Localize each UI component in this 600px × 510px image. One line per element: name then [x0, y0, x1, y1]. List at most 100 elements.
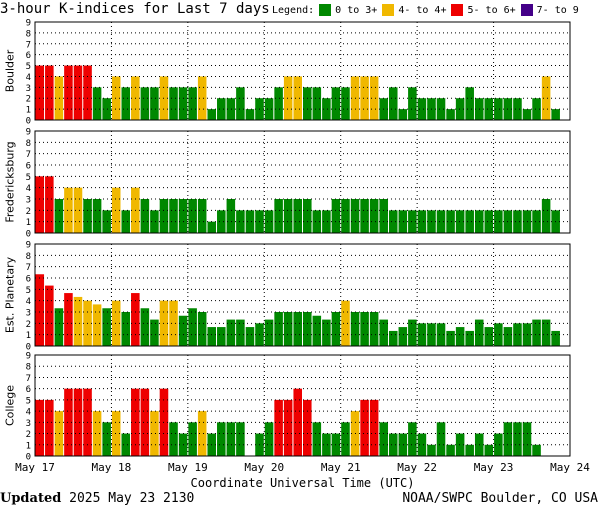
- k-index-bar: [503, 422, 513, 456]
- legend: Legend: 0 to 3+ 4- to 4+ 5- to 6+ 7- to …: [272, 4, 579, 16]
- panel-frame: [34, 130, 571, 234]
- k-index-bar: [197, 199, 207, 233]
- y-tick-label: 6: [26, 275, 31, 285]
- y-tick-label: 6: [26, 385, 31, 395]
- k-index-bar: [494, 323, 503, 346]
- k-index-bar: [264, 98, 274, 120]
- k-index-bar: [446, 330, 455, 346]
- k-index-bar: [226, 199, 236, 233]
- y-tick-label: 7: [26, 374, 31, 384]
- k-index-bar: [102, 308, 111, 346]
- k-index-bar: [322, 433, 331, 456]
- k-index-bar: [131, 293, 140, 346]
- k-index-bar: [283, 312, 293, 346]
- k-index-bar: [121, 433, 131, 456]
- k-index-bar: [245, 210, 255, 233]
- k-index-bar: [331, 87, 341, 120]
- k-index-bar: [446, 109, 455, 120]
- k-index-bar: [54, 76, 64, 120]
- legend-swatch-red: [451, 4, 464, 16]
- k-index-bar: [388, 433, 398, 456]
- k-index-bar: [111, 187, 121, 233]
- k-index-bar: [54, 199, 64, 233]
- k-index-bar: [322, 210, 331, 233]
- k-index-bar: [283, 399, 293, 456]
- k-index-bar: [64, 187, 73, 233]
- k-index-bar: [541, 199, 551, 233]
- k-index-bar: [217, 327, 226, 346]
- k-index-bar: [150, 319, 159, 346]
- k-index-bar: [341, 300, 350, 346]
- k-index-bar: [188, 199, 197, 233]
- k-index-bar: [398, 210, 408, 233]
- k-index-bar: [111, 300, 121, 346]
- k-index-bar: [169, 87, 178, 120]
- k-index-bar: [484, 327, 494, 346]
- k-index-bar: [360, 312, 369, 346]
- k-index-bar: [388, 330, 398, 346]
- k-index-bar: [264, 210, 274, 233]
- k-index-bar: [140, 199, 150, 233]
- k-index-bar: [436, 323, 446, 346]
- y-tick-label: 3: [26, 309, 31, 319]
- k-index-bar: [455, 433, 465, 456]
- k-index-bar: [322, 319, 331, 346]
- legend-label-yellow: 4- to 4+: [398, 4, 447, 16]
- y-tick-label: 6: [26, 51, 31, 61]
- k-index-bar: [417, 323, 427, 346]
- k-index-bar: [408, 87, 417, 120]
- k-index-bar: [436, 422, 446, 456]
- k-index-bar: [522, 422, 532, 456]
- k-index-bar: [369, 76, 379, 120]
- k-index-bar: [484, 210, 494, 233]
- y-tick-label: 1: [26, 441, 31, 451]
- k-index-bar: [417, 433, 427, 456]
- k-index-bar: [398, 327, 408, 346]
- k-index-bar: [111, 76, 121, 120]
- k-index-bar: [102, 422, 111, 456]
- y-tick-label: 0: [26, 117, 31, 127]
- legend-label-red: 5- to 6+: [467, 4, 516, 16]
- k-index-bar: [455, 98, 465, 120]
- k-index-bar: [45, 176, 54, 233]
- k-index-bar: [532, 444, 541, 456]
- legend-swatch-purple: [520, 4, 533, 16]
- k-index-bar: [303, 199, 312, 233]
- y-tick-label: 2: [26, 95, 31, 105]
- k-index-bar: [45, 285, 54, 346]
- k-index-bar: [293, 199, 302, 233]
- panel-label: Boulder: [4, 49, 17, 92]
- x-tick-label: May 23: [474, 461, 514, 474]
- y-tick-label: 8: [26, 363, 31, 373]
- k-index-bar: [312, 210, 322, 233]
- k-index-bar: [64, 293, 73, 346]
- x-tick-label: May 19: [168, 461, 208, 474]
- chart-title: 3-hour K-indices for Last 7 days: [0, 1, 270, 17]
- k-index-bar: [484, 444, 494, 456]
- y-tick-label: 1: [26, 106, 31, 116]
- k-index-bar: [551, 109, 560, 120]
- k-index-bar: [494, 210, 503, 233]
- k-index-bar: [283, 76, 293, 120]
- y-tick-label: 0: [26, 230, 31, 240]
- k-index-bar: [312, 422, 322, 456]
- y-tick-label: 4: [26, 297, 31, 307]
- legend-label-purple: 7- to 9: [536, 4, 579, 16]
- k-index-bar: [350, 312, 360, 346]
- k-index-bar: [150, 87, 159, 120]
- y-tick-label: 1: [26, 218, 31, 228]
- k-index-bar: [494, 98, 503, 120]
- y-tick-label: 7: [26, 263, 31, 273]
- k-index-bar: [293, 312, 302, 346]
- k-index-bar: [264, 319, 274, 346]
- y-tick-label: 3: [26, 84, 31, 94]
- k-index-bar: [236, 87, 245, 120]
- k-index-bar: [83, 199, 92, 233]
- panel-fredericksburg: 0 123 456 789 Fredericksburg: [4, 128, 571, 240]
- k-index-bar: [188, 422, 197, 456]
- k-index-bar: [350, 199, 360, 233]
- k-index-bar: [522, 109, 532, 120]
- k-index-bar: [150, 210, 159, 233]
- y-tick-label: 8: [26, 252, 31, 262]
- k-index-bar: [274, 199, 283, 233]
